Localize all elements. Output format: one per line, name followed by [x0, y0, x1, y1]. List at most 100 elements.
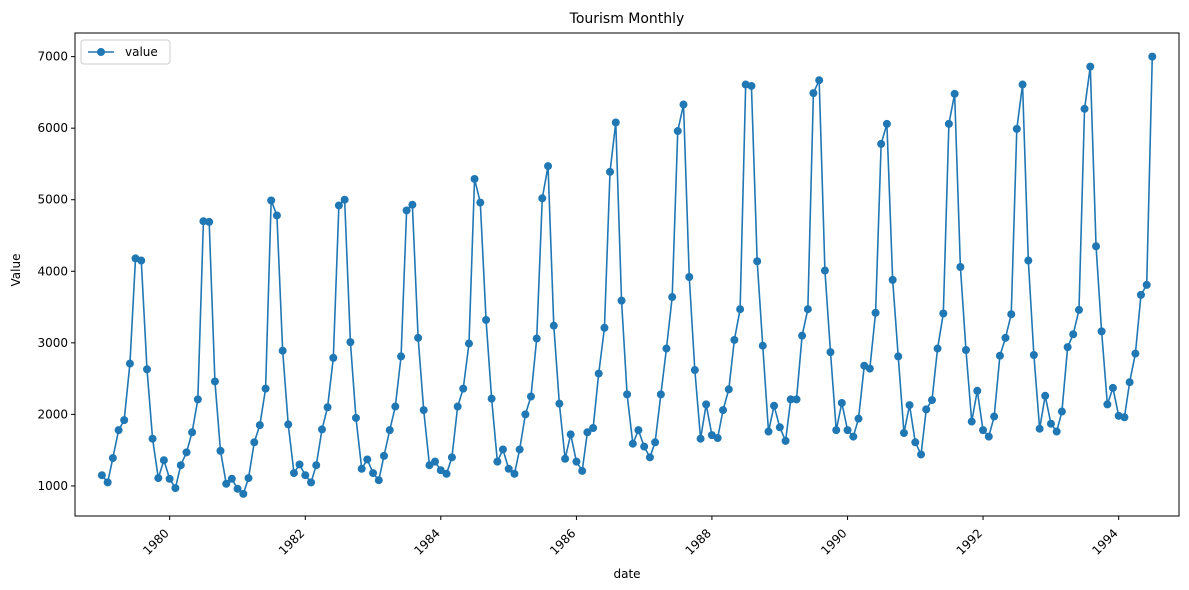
data-point: [578, 466, 587, 475]
y-tick-label: 1000: [37, 479, 68, 493]
data-point: [894, 352, 903, 361]
data-point: [561, 454, 570, 463]
data-point: [781, 436, 790, 445]
data-point: [307, 478, 316, 487]
data-point: [431, 457, 440, 466]
y-tick-label: 2000: [37, 407, 68, 421]
y-tick-label: 3000: [37, 336, 68, 350]
data-point: [1120, 413, 1129, 422]
data-point: [1046, 419, 1055, 428]
data-point: [877, 139, 886, 148]
data-point: [1074, 305, 1083, 314]
data-point: [476, 198, 485, 207]
x-tick-label: 1992: [954, 526, 985, 557]
data-point: [600, 323, 609, 332]
legend-label: value: [125, 45, 158, 59]
data-point: [397, 352, 406, 361]
data-point: [239, 489, 248, 498]
y-tick-label: 7000: [37, 50, 68, 64]
data-point: [351, 413, 360, 422]
data-point: [498, 445, 507, 454]
data-point: [250, 438, 259, 447]
data-point: [990, 412, 999, 421]
plot-frame: [74, 32, 1180, 517]
data-point: [685, 273, 694, 281]
data-point: [278, 346, 287, 355]
data-point: [171, 484, 180, 493]
data-point: [227, 474, 236, 483]
data-point: [967, 417, 976, 426]
legend-box: [80, 39, 171, 65]
data-point: [154, 474, 163, 483]
data-point: [182, 448, 191, 457]
data-point: [1063, 343, 1072, 352]
data-point: [148, 434, 157, 443]
data-point: [662, 344, 671, 353]
data-point: [103, 478, 112, 487]
data-point: [210, 377, 219, 386]
data-point: [928, 396, 936, 405]
data-point: [572, 457, 581, 466]
data-point: [369, 469, 378, 478]
data-point: [849, 432, 858, 441]
data-point: [764, 427, 773, 436]
data-point: [108, 454, 117, 463]
data-point: [623, 390, 632, 399]
data-point: [944, 119, 953, 128]
data-point: [837, 398, 846, 407]
data-point: [538, 194, 547, 203]
data-point: [261, 384, 270, 393]
data-point: [803, 305, 812, 314]
data-point: [888, 275, 897, 284]
data-point: [267, 196, 276, 205]
x-axis: 1980 1982 1984 1986 1988 1990 1992 1994: [140, 516, 1121, 558]
data-point: [792, 395, 801, 404]
x-tick-label: 1982: [276, 526, 307, 557]
data-point: [1097, 327, 1106, 336]
data-point: [775, 423, 784, 432]
data-point: [97, 471, 106, 480]
data-point: [363, 455, 372, 464]
data-point: [1024, 256, 1033, 265]
data-point: [544, 162, 553, 171]
data-point: [193, 395, 202, 404]
data-point: [832, 426, 841, 435]
data-point: [651, 438, 660, 447]
data-point: [939, 309, 948, 318]
data-point: [566, 430, 575, 439]
data-point: [391, 402, 400, 411]
data-point: [865, 364, 874, 373]
data-point: [770, 401, 779, 410]
data-point: [1052, 427, 1061, 436]
x-tick-label: 1990: [818, 526, 849, 557]
data-point: [289, 469, 298, 478]
data-point: [453, 402, 462, 411]
data-point: [1001, 333, 1010, 342]
data-point: [555, 399, 564, 408]
y-tick-label: 6000: [37, 121, 68, 135]
data-point: [464, 339, 473, 348]
data-point: [973, 386, 982, 395]
y-axis: 1000 2000 3000 4000 5000 6000 7000: [37, 50, 75, 493]
data-point: [984, 432, 993, 441]
data-point: [318, 425, 326, 434]
data-point: [482, 315, 491, 324]
data-point: [843, 426, 852, 435]
data-point: [385, 426, 394, 435]
data-point: [594, 369, 603, 378]
data-point: [1125, 378, 1134, 387]
x-tick-label: 1980: [140, 526, 171, 557]
y-tick-label: 4000: [37, 264, 68, 278]
data-point: [1148, 52, 1157, 61]
data-point: [1041, 391, 1050, 400]
data-point: [640, 442, 649, 451]
data-point: [702, 400, 711, 409]
data-point: [419, 406, 428, 415]
data-point: [255, 421, 264, 430]
data-point: [583, 428, 592, 437]
data-point: [1108, 383, 1117, 392]
x-tick-label: 1986: [547, 526, 578, 557]
data-point: [447, 453, 456, 462]
data-point: [329, 353, 338, 362]
